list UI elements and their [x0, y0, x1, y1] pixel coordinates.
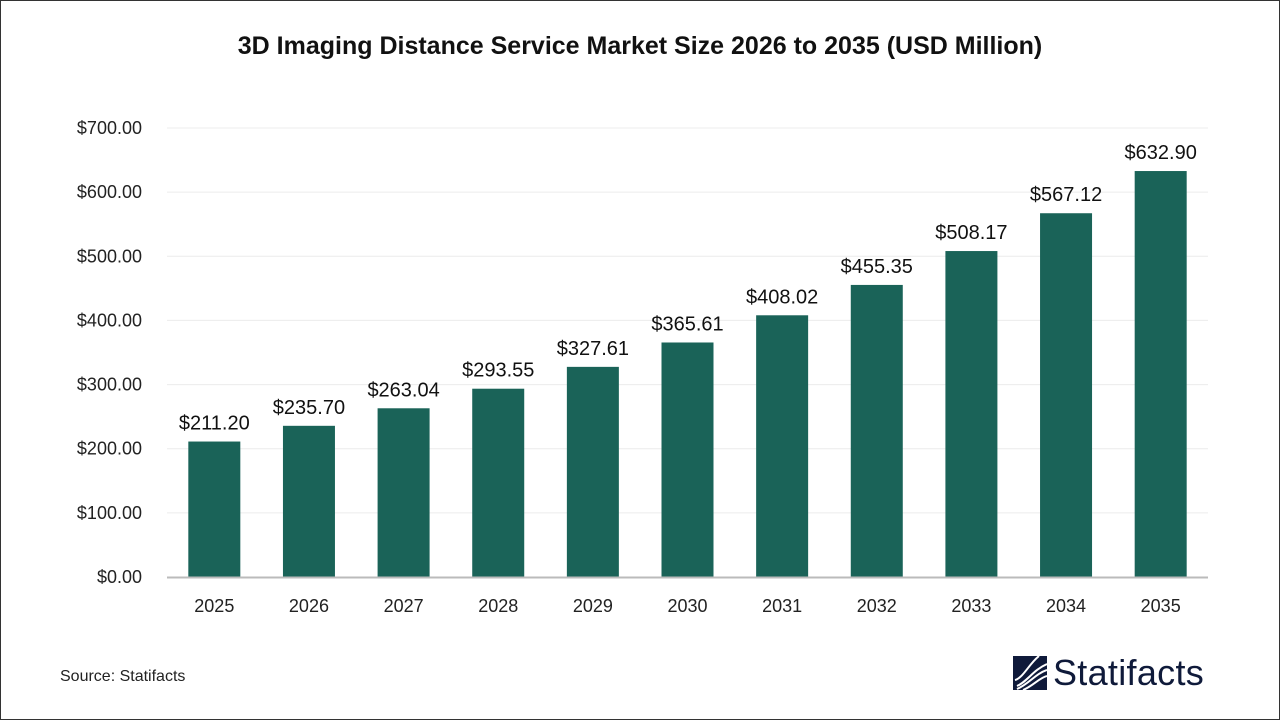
data-label: $293.55	[462, 360, 534, 382]
bar-2034	[1040, 213, 1093, 577]
y-tick-label: $600.00	[77, 182, 142, 202]
x-tick-label: 2032	[857, 596, 897, 616]
bar-2032	[850, 284, 903, 577]
x-tick-label: 2027	[384, 596, 424, 616]
x-tick-label: 2035	[1141, 596, 1181, 616]
bar-2035	[1134, 171, 1187, 577]
x-tick-label: 2029	[573, 596, 613, 616]
x-tick-label: 2025	[194, 596, 234, 616]
statifacts-logo: Statifacts	[1013, 652, 1204, 694]
bar-2028	[472, 388, 525, 577]
x-tick-label: 2026	[289, 596, 329, 616]
data-label: $327.61	[557, 338, 629, 360]
x-tick-label: 2033	[951, 596, 991, 616]
y-tick-label: $400.00	[77, 310, 142, 330]
bar-2026	[282, 425, 335, 577]
chart-title: 3D Imaging Distance Service Market Size …	[237, 32, 1043, 60]
bar-2027	[377, 408, 430, 577]
data-label: $365.61	[651, 313, 723, 335]
data-label: $567.12	[1030, 184, 1102, 206]
data-label: $235.70	[273, 397, 345, 419]
bar-2031	[756, 315, 809, 577]
x-tick-label: 2031	[762, 596, 802, 616]
bar-2030	[661, 342, 714, 577]
y-tick-label: $100.00	[77, 503, 142, 523]
y-tick-label: $0.00	[97, 567, 142, 587]
data-label: $408.02	[746, 286, 818, 308]
x-tick-label: 2028	[478, 596, 518, 616]
logo-text: Statifacts	[1053, 652, 1205, 693]
data-label: $632.90	[1125, 142, 1197, 164]
data-label: $211.20	[179, 413, 250, 435]
bar-2033	[945, 251, 998, 578]
data-label: $508.17	[935, 222, 1007, 244]
x-tick-label: 2034	[1046, 596, 1086, 616]
statifacts-logo-icon	[1013, 656, 1047, 690]
data-label: $263.04	[367, 379, 439, 401]
y-tick-label: $500.00	[77, 246, 142, 266]
bar-2029	[566, 366, 619, 577]
x-tick-label: 2030	[667, 596, 707, 616]
data-label: $455.35	[841, 256, 913, 278]
y-tick-label: $700.00	[77, 118, 142, 138]
y-tick-label: $200.00	[77, 439, 142, 459]
source-note: Source: Statifacts	[60, 668, 186, 685]
bar-2025	[188, 441, 241, 577]
y-tick-label: $300.00	[77, 375, 142, 395]
